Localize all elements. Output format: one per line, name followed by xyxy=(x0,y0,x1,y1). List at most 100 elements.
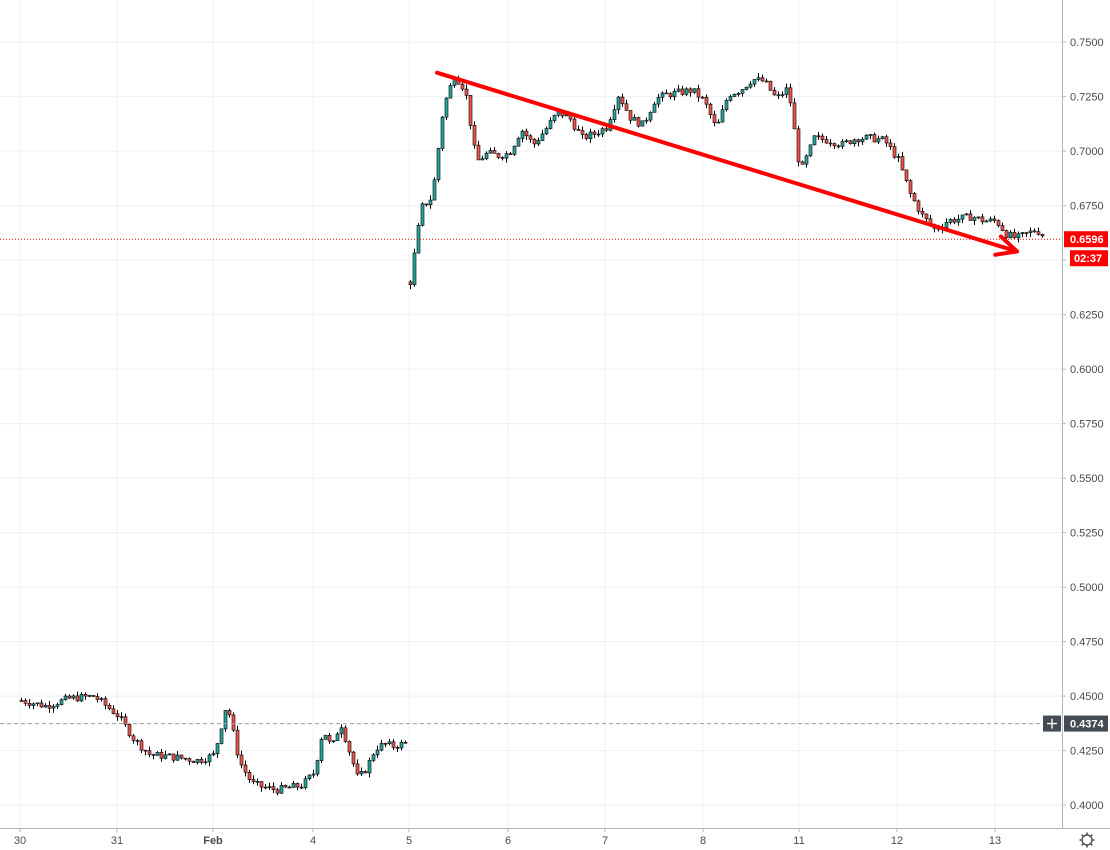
candle-body-79 xyxy=(335,733,340,742)
candle-body-200 xyxy=(820,135,825,140)
candle-body-104 xyxy=(436,148,441,181)
candle-body-97 xyxy=(408,281,413,285)
candle-body-251 xyxy=(1024,232,1029,234)
price-lines xyxy=(0,238,1062,725)
candle-body-159 xyxy=(656,96,661,105)
candle-body-112 xyxy=(468,95,473,126)
candle-body-247 xyxy=(1008,231,1013,238)
candle-body-122 xyxy=(508,153,513,155)
candle-body-215 xyxy=(880,136,885,140)
candle-body-64 xyxy=(275,789,280,794)
candle-body-54 xyxy=(235,729,240,756)
x-tick-label-1: 31 xyxy=(111,835,123,847)
candle-body-124 xyxy=(516,138,521,147)
candle-body-161 xyxy=(664,92,669,95)
x-tick-label-7: 8 xyxy=(700,835,706,847)
candle-body-15 xyxy=(79,694,84,702)
candle-body-57 xyxy=(247,771,252,780)
candle-body-184 xyxy=(756,77,761,80)
candle-body-185 xyxy=(760,77,765,82)
candle-body-18 xyxy=(91,695,96,697)
candle-body-119 xyxy=(496,153,501,158)
candle-body-23 xyxy=(111,708,116,714)
candle-body-62 xyxy=(267,786,272,788)
x-tick-label-10: 13 xyxy=(989,835,1001,847)
reference-price-badge xyxy=(1064,715,1108,732)
candle-body-82 xyxy=(347,741,352,753)
candle-body-166 xyxy=(684,88,689,95)
candle-body-131 xyxy=(544,128,549,135)
candle-body-28 xyxy=(131,735,136,741)
candle-body-52 xyxy=(227,710,232,716)
candle-body-212 xyxy=(868,134,873,136)
candle-body-48 xyxy=(211,753,216,756)
candle-body-95 xyxy=(399,741,404,749)
candle-body-148 xyxy=(612,109,617,120)
y-tick-label-3: 0.4750 xyxy=(1070,637,1104,649)
candle-body-152 xyxy=(628,110,633,121)
candle-body-244 xyxy=(996,220,1001,226)
candle-body-33 xyxy=(151,754,156,756)
candle-body-32 xyxy=(147,750,152,755)
candle-body-217 xyxy=(888,142,893,147)
y-tick-label-14: 0.7500 xyxy=(1070,37,1104,49)
candle-body-231 xyxy=(944,222,949,228)
candle-body-241 xyxy=(984,220,989,223)
time-axis[interactable]: 30 31 Feb 4 5 6 7 8 11 12 13 xyxy=(0,828,1110,850)
candle-body-188 xyxy=(772,89,777,96)
candle-body-21 xyxy=(103,698,108,706)
candle-body-191 xyxy=(784,87,789,95)
candle-body-186 xyxy=(764,80,769,83)
candle-body-176 xyxy=(724,100,729,111)
chart-settings-button[interactable] xyxy=(1079,832,1095,848)
candle-body-249 xyxy=(1016,233,1021,238)
candle-body-78 xyxy=(331,740,336,743)
candle-body-243 xyxy=(992,218,997,221)
candle-body-223 xyxy=(912,193,917,202)
trend-arrow-annotation[interactable] xyxy=(435,70,1019,257)
candle-body-7 xyxy=(47,705,52,709)
candle-body-238 xyxy=(972,217,977,221)
candle-body-117 xyxy=(488,150,493,154)
candles xyxy=(19,73,1045,796)
candle-body-202 xyxy=(828,142,833,145)
time-axis-background xyxy=(0,828,1110,850)
candle-body-187 xyxy=(768,80,773,91)
y-tick-label-9: 0.6250 xyxy=(1070,310,1104,322)
x-tick-label-0: 30 xyxy=(14,835,26,847)
candle-body-177 xyxy=(728,96,733,101)
candle-body-183 xyxy=(752,79,757,85)
candle-body-14 xyxy=(75,695,80,702)
candle-body-96 xyxy=(403,741,408,744)
candle-body-192 xyxy=(788,87,793,104)
price-axis[interactable]: 0.4000 0.4250 0.4500 0.4750 0.5000 0.5250 0.55… xyxy=(1043,0,1110,850)
y-tick-label-4: 0.5000 xyxy=(1070,582,1104,594)
candle-body-239 xyxy=(976,216,981,219)
candle-body-83 xyxy=(351,751,356,765)
candle-body-154 xyxy=(636,117,641,127)
y-tick-label-7: 0.5750 xyxy=(1070,419,1104,431)
candle-body-34 xyxy=(155,752,160,756)
candle-body-100 xyxy=(420,203,425,226)
candle-body-153 xyxy=(632,117,637,121)
candle-body-105 xyxy=(440,116,445,149)
candle-body-88 xyxy=(371,754,376,761)
candle-body-110 xyxy=(460,83,465,90)
candle-body-51 xyxy=(223,710,228,730)
candle-body-160 xyxy=(660,92,665,98)
candle-body-30 xyxy=(139,740,144,751)
candle-body-8 xyxy=(51,706,56,709)
candle-body-143 xyxy=(592,131,597,135)
candle-body-198 xyxy=(812,135,817,146)
candle-body-60 xyxy=(259,781,264,788)
y-tick-label-8: 0.6000 xyxy=(1070,364,1104,376)
candle-body-44 xyxy=(195,759,200,763)
gear-tooth-1 xyxy=(1089,842,1093,846)
candle-body-81 xyxy=(343,727,348,742)
candle-body-246 xyxy=(1004,230,1009,238)
candle-body-182 xyxy=(748,83,753,88)
x-tick-label-6: 7 xyxy=(602,835,608,847)
countdown-label: 02:37 xyxy=(1074,253,1102,265)
candle-body-144 xyxy=(596,133,601,136)
